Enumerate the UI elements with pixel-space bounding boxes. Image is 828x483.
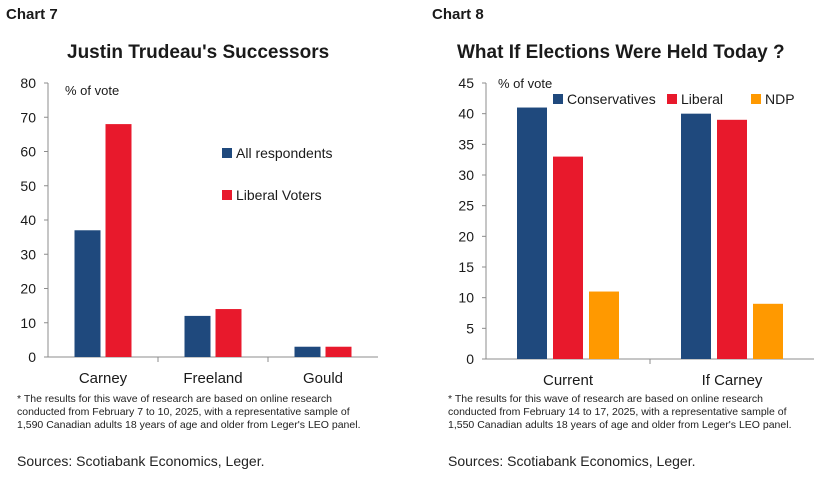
bar-ndp <box>589 291 619 359</box>
chart-title: What If Elections Were Held Today ? <box>457 42 785 63</box>
legend-label: NDP <box>765 91 795 107</box>
chart-footnote: * The results for this wave of research … <box>448 393 792 431</box>
y-tick-label: 10 <box>20 315 36 331</box>
y-tick-label: 0 <box>28 349 36 365</box>
legend-label: All respondents <box>236 145 333 161</box>
bar-all-respondents <box>184 315 211 357</box>
x-tick-label: Current <box>543 372 594 389</box>
x-tick-label: Gould <box>303 370 343 387</box>
bar-conservatives <box>517 107 547 360</box>
chart-number-label: Chart 7 <box>6 6 58 23</box>
x-tick-label: If Carney <box>702 372 763 389</box>
bar-all-respondents <box>294 346 321 357</box>
chart-number-label: Chart 8 <box>432 6 484 23</box>
y-tick-label: 40 <box>458 106 474 122</box>
y-tick-label: 30 <box>458 167 474 183</box>
x-tick-label: Carney <box>79 370 128 387</box>
y-tick-label: 40 <box>20 212 36 228</box>
legend-label: Liberal <box>681 91 723 107</box>
chart-title: Justin Trudeau's Successors <box>67 42 330 63</box>
y-tick-label: 25 <box>458 198 474 214</box>
chart-8-panel: Chart 8 What If Elections Were Held Toda… <box>414 0 828 483</box>
bar-liberal <box>717 119 747 359</box>
legend-swatch <box>553 94 563 104</box>
y-tick-label: 70 <box>20 109 36 125</box>
chart-sources: Sources: Scotiabank Economics, Leger. <box>17 453 265 469</box>
y-tick-label: 35 <box>458 136 474 152</box>
y-tick-label: 50 <box>20 178 36 194</box>
y-axis-label: % of vote <box>65 83 119 98</box>
y-tick-label: 45 <box>458 75 474 91</box>
x-tick-label: Freeland <box>183 370 242 387</box>
bar-conservatives <box>681 113 711 360</box>
legend-swatch <box>667 94 677 104</box>
chart-7-panel: Chart 7 Justin Trudeau's Successors 0 10 2… <box>6 6 378 469</box>
chart-7-plot: 0 10 20 30 40 50 60 70 80 % of vote Carney Freeland… <box>20 75 378 387</box>
y-tick-label: 0 <box>466 351 474 367</box>
chart-8-plot: 0 5 10 15 20 25 30 35 40 45 % of vote Current If Car… <box>458 75 814 389</box>
y-tick-label: 60 <box>20 144 36 160</box>
legend-label: Liberal Voters <box>236 187 322 203</box>
chart-sources: Sources: Scotiabank Economics, Leger. <box>448 453 696 469</box>
y-tick-label: 10 <box>458 290 474 306</box>
legend-swatch <box>222 148 232 158</box>
chart-footnote: * The results for this wave of research … <box>17 393 361 431</box>
y-tick-label: 20 <box>458 228 474 244</box>
y-tick-label: 15 <box>458 259 474 275</box>
bar-liberal-voters <box>105 124 132 357</box>
bar-all-respondents <box>74 230 101 357</box>
bar-ndp <box>753 303 783 359</box>
y-axis-label: % of vote <box>498 76 552 91</box>
y-tick-label: 20 <box>20 281 36 297</box>
bar-liberal <box>553 156 583 359</box>
bar-liberal-voters <box>325 346 352 357</box>
y-tick-label: 30 <box>20 246 36 262</box>
y-tick-label: 5 <box>466 320 474 336</box>
bar-liberal-voters <box>215 309 242 357</box>
legend-swatch <box>222 190 232 200</box>
legend-label: Conservatives <box>567 91 656 107</box>
legend-swatch <box>751 94 761 104</box>
y-tick-label: 80 <box>20 75 36 91</box>
